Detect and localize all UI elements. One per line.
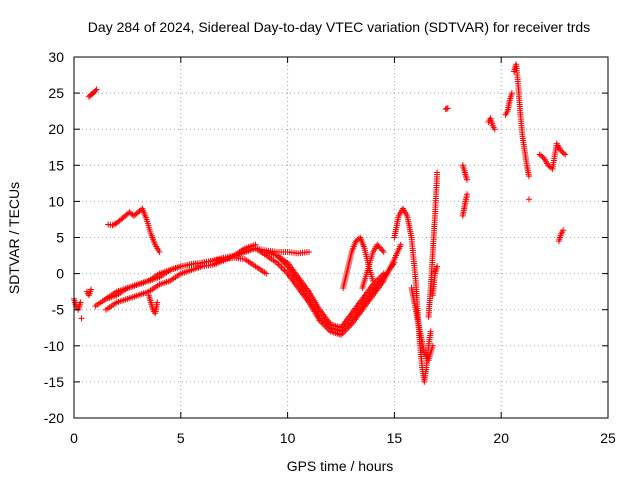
data-point xyxy=(379,247,386,254)
x-tick-label: 10 xyxy=(280,430,296,446)
x-tick-label: 5 xyxy=(177,430,185,446)
y-tick-label: -10 xyxy=(44,338,64,354)
data-point xyxy=(370,277,377,284)
data-point xyxy=(539,153,546,160)
data-point xyxy=(156,248,163,255)
y-tick-label: 30 xyxy=(48,49,64,65)
data-point xyxy=(491,126,498,133)
data-point xyxy=(374,241,381,248)
data-point xyxy=(508,90,515,97)
data-point xyxy=(427,328,434,335)
data-point xyxy=(305,248,312,255)
y-tick-label: 25 xyxy=(48,85,64,101)
data-point xyxy=(444,105,451,112)
data-point xyxy=(88,286,95,293)
data-point xyxy=(525,173,532,180)
data-point xyxy=(154,299,161,306)
data-point xyxy=(376,244,383,251)
data-point xyxy=(391,259,398,266)
x-tick-label: 15 xyxy=(387,430,403,446)
y-tick-label: 15 xyxy=(48,157,64,173)
chart-title: Day 284 of 2024, Sidereal Day-to-day VTE… xyxy=(88,19,590,35)
x-tick-labels: 0 5 10 15 20 25 xyxy=(70,430,616,446)
data-point xyxy=(525,196,532,203)
data-point xyxy=(380,270,387,277)
data-point xyxy=(375,243,382,250)
y-tick-label: 20 xyxy=(48,121,64,137)
data-point xyxy=(429,342,436,349)
data-point xyxy=(434,263,441,270)
axis-ticks xyxy=(73,56,609,419)
x-tick-label: 25 xyxy=(600,430,616,446)
data-point xyxy=(434,169,441,176)
data-point xyxy=(464,191,471,198)
x-tick-label: 0 xyxy=(70,430,78,446)
data-points xyxy=(71,61,569,385)
data-point xyxy=(92,87,99,94)
data-point xyxy=(397,241,404,248)
data-point xyxy=(560,227,567,234)
data-point xyxy=(378,246,385,253)
data-point xyxy=(78,315,85,322)
y-tick-label: 5 xyxy=(56,230,64,246)
data-point xyxy=(380,248,387,255)
data-point xyxy=(562,151,569,158)
x-axis-title: GPS time / hours xyxy=(287,458,394,474)
data-point xyxy=(560,150,567,157)
y-tick-label: -5 xyxy=(52,302,65,318)
data-point xyxy=(93,86,100,93)
data-point xyxy=(464,176,471,183)
x-tick-label: 20 xyxy=(493,430,509,446)
y-axis-title: SDTVAR / TECUs xyxy=(6,182,22,294)
data-point xyxy=(110,221,117,228)
data-point xyxy=(263,270,270,277)
data-point xyxy=(77,299,84,306)
y-tick-label: -15 xyxy=(44,374,64,390)
y-tick-label: 10 xyxy=(48,193,64,209)
y-tick-labels: -20 -15 -10 -5 0 5 10 15 20 25 30 xyxy=(44,49,64,426)
data-point xyxy=(109,222,116,229)
y-tick-label: 0 xyxy=(56,266,64,282)
y-tick-label: -20 xyxy=(44,410,64,426)
